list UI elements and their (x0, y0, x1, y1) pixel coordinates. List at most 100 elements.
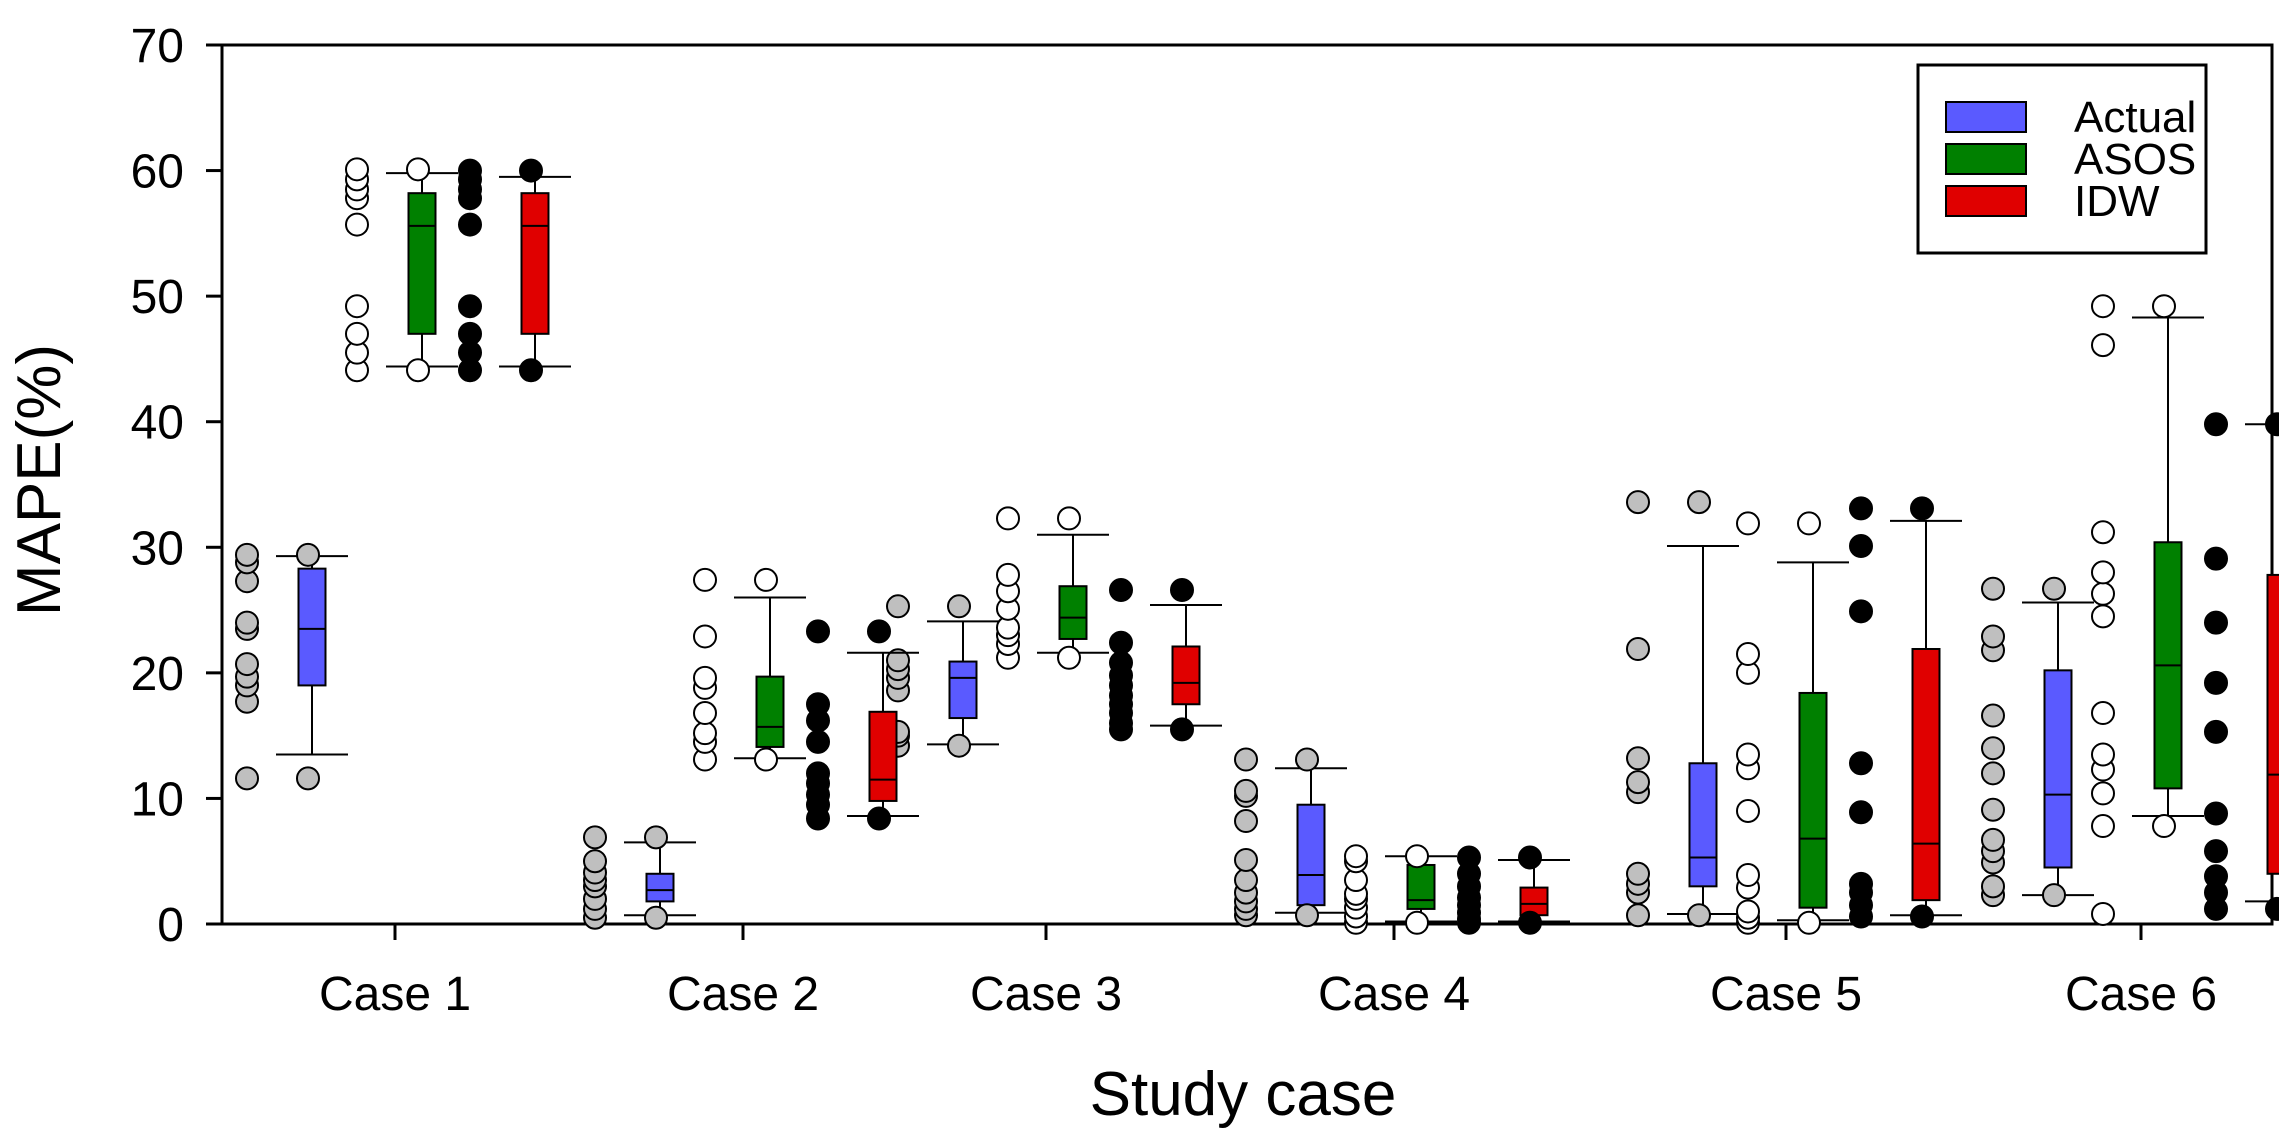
data-point (1981, 827, 2005, 852)
box (1519, 886, 1549, 917)
data-point (345, 294, 369, 319)
data-point (1849, 534, 1873, 559)
y-tick-label: 70 (131, 20, 184, 73)
data-point (1797, 511, 1821, 536)
data-point (2091, 333, 2115, 358)
box-group (1109, 577, 1222, 742)
data-point (583, 849, 607, 874)
y-tick-label: 60 (131, 146, 184, 199)
legend-label: Actual (2074, 93, 2196, 142)
y-tick-label: 40 (131, 397, 184, 450)
data-point (1057, 506, 1081, 531)
x-tick-label: Case 3 (970, 968, 1122, 1021)
data-point (2091, 294, 2115, 319)
data-point (1910, 904, 1934, 929)
data-point (1736, 899, 1760, 924)
data-point (2042, 883, 2066, 908)
data-point (2265, 896, 2279, 921)
data-point (1295, 747, 1319, 772)
data-point (867, 619, 891, 644)
data-point (235, 652, 259, 677)
data-point (947, 594, 971, 619)
data-point (2091, 742, 2115, 767)
data-point (1626, 770, 1650, 795)
data-point (1687, 903, 1711, 928)
data-point (1234, 847, 1258, 872)
data-point (1626, 861, 1650, 886)
box-group (583, 825, 696, 930)
data-point (1981, 703, 2005, 728)
data-point (2204, 801, 2228, 826)
data-point (1736, 798, 1760, 823)
data-point (2091, 520, 2115, 545)
box (1911, 647, 1941, 902)
box-group (345, 157, 458, 383)
data-point (458, 321, 482, 346)
data-point (806, 729, 830, 754)
x-tick-label: Case 5 (1710, 968, 1862, 1021)
data-point (1849, 800, 1873, 825)
box (2266, 573, 2279, 875)
data-point (1981, 874, 2005, 899)
x-tick-label: Case 4 (1318, 968, 1470, 1021)
box (1406, 863, 1436, 910)
data-point (1109, 650, 1133, 675)
y-tick-label: 20 (131, 648, 184, 701)
data-point (2091, 604, 2115, 629)
data-point (693, 624, 717, 649)
data-point (2204, 839, 2228, 864)
box (1688, 762, 1718, 888)
box (755, 675, 785, 748)
data-point (693, 721, 717, 746)
box-group (1344, 844, 1457, 935)
data-point (754, 747, 778, 772)
box-group (996, 506, 1109, 670)
data-point (458, 294, 482, 319)
marks-layer (235, 157, 2279, 935)
data-point (1910, 496, 1934, 521)
data-point (235, 610, 259, 635)
data-point (2042, 576, 2066, 601)
data-point (1234, 778, 1258, 803)
data-point (1736, 742, 1760, 767)
data-point (2204, 670, 2228, 695)
data-point (1626, 746, 1650, 771)
y-tick-label: 0 (157, 899, 184, 952)
data-point (235, 542, 259, 567)
data-point (2091, 560, 2115, 585)
data-point (1170, 717, 1194, 742)
data-point (583, 825, 607, 850)
data-point (296, 766, 320, 791)
data-point (1981, 576, 2005, 601)
data-point (1849, 871, 1873, 896)
box (1296, 803, 1326, 907)
data-point (406, 358, 430, 383)
y-tick-label: 50 (131, 271, 184, 324)
data-point (1981, 797, 2005, 822)
x-axis-title: Study case (1090, 1060, 1397, 1129)
box (520, 192, 550, 335)
box (297, 567, 327, 687)
box-group (1234, 747, 1347, 928)
data-point (886, 594, 910, 619)
data-point (519, 358, 543, 383)
data-point (2204, 864, 2228, 889)
box (1798, 691, 1828, 909)
box-group (1457, 845, 1570, 935)
data-point (806, 761, 830, 786)
data-point (2091, 581, 2115, 606)
data-point (345, 321, 369, 346)
data-point (1344, 844, 1368, 869)
data-point (2152, 814, 2176, 839)
data-point (1849, 751, 1873, 776)
box-group (2204, 412, 2279, 921)
data-point (867, 806, 891, 831)
data-point (1234, 868, 1258, 893)
box (407, 192, 437, 335)
data-point (1234, 747, 1258, 772)
data-point (2204, 610, 2228, 635)
data-point (1109, 630, 1133, 655)
data-point (1981, 761, 2005, 786)
data-point (996, 506, 1020, 531)
data-point (1457, 845, 1481, 870)
